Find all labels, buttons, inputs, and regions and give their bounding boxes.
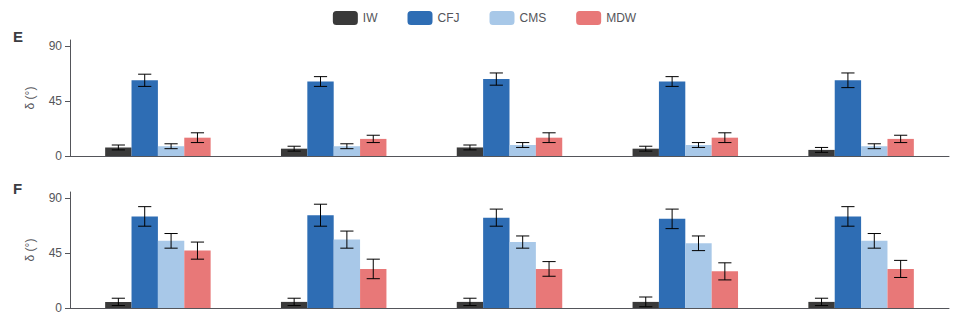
- svg-text:F: F: [13, 180, 22, 197]
- svg-text:0: 0: [55, 301, 62, 315]
- svg-text:E: E: [13, 28, 23, 45]
- svg-text:CMS: CMS: [520, 11, 547, 25]
- svg-text:δ (°): δ (°): [23, 239, 37, 262]
- svg-text:45: 45: [49, 94, 63, 108]
- svg-text:90: 90: [49, 39, 63, 53]
- svg-text:IW: IW: [363, 11, 378, 25]
- svg-text:0: 0: [55, 149, 62, 163]
- svg-text:MDW: MDW: [606, 11, 637, 25]
- svg-text:45: 45: [49, 246, 63, 260]
- svg-text:90: 90: [49, 191, 63, 205]
- svg-text:δ (°): δ (°): [23, 87, 37, 110]
- svg-text:CFJ: CFJ: [438, 11, 460, 25]
